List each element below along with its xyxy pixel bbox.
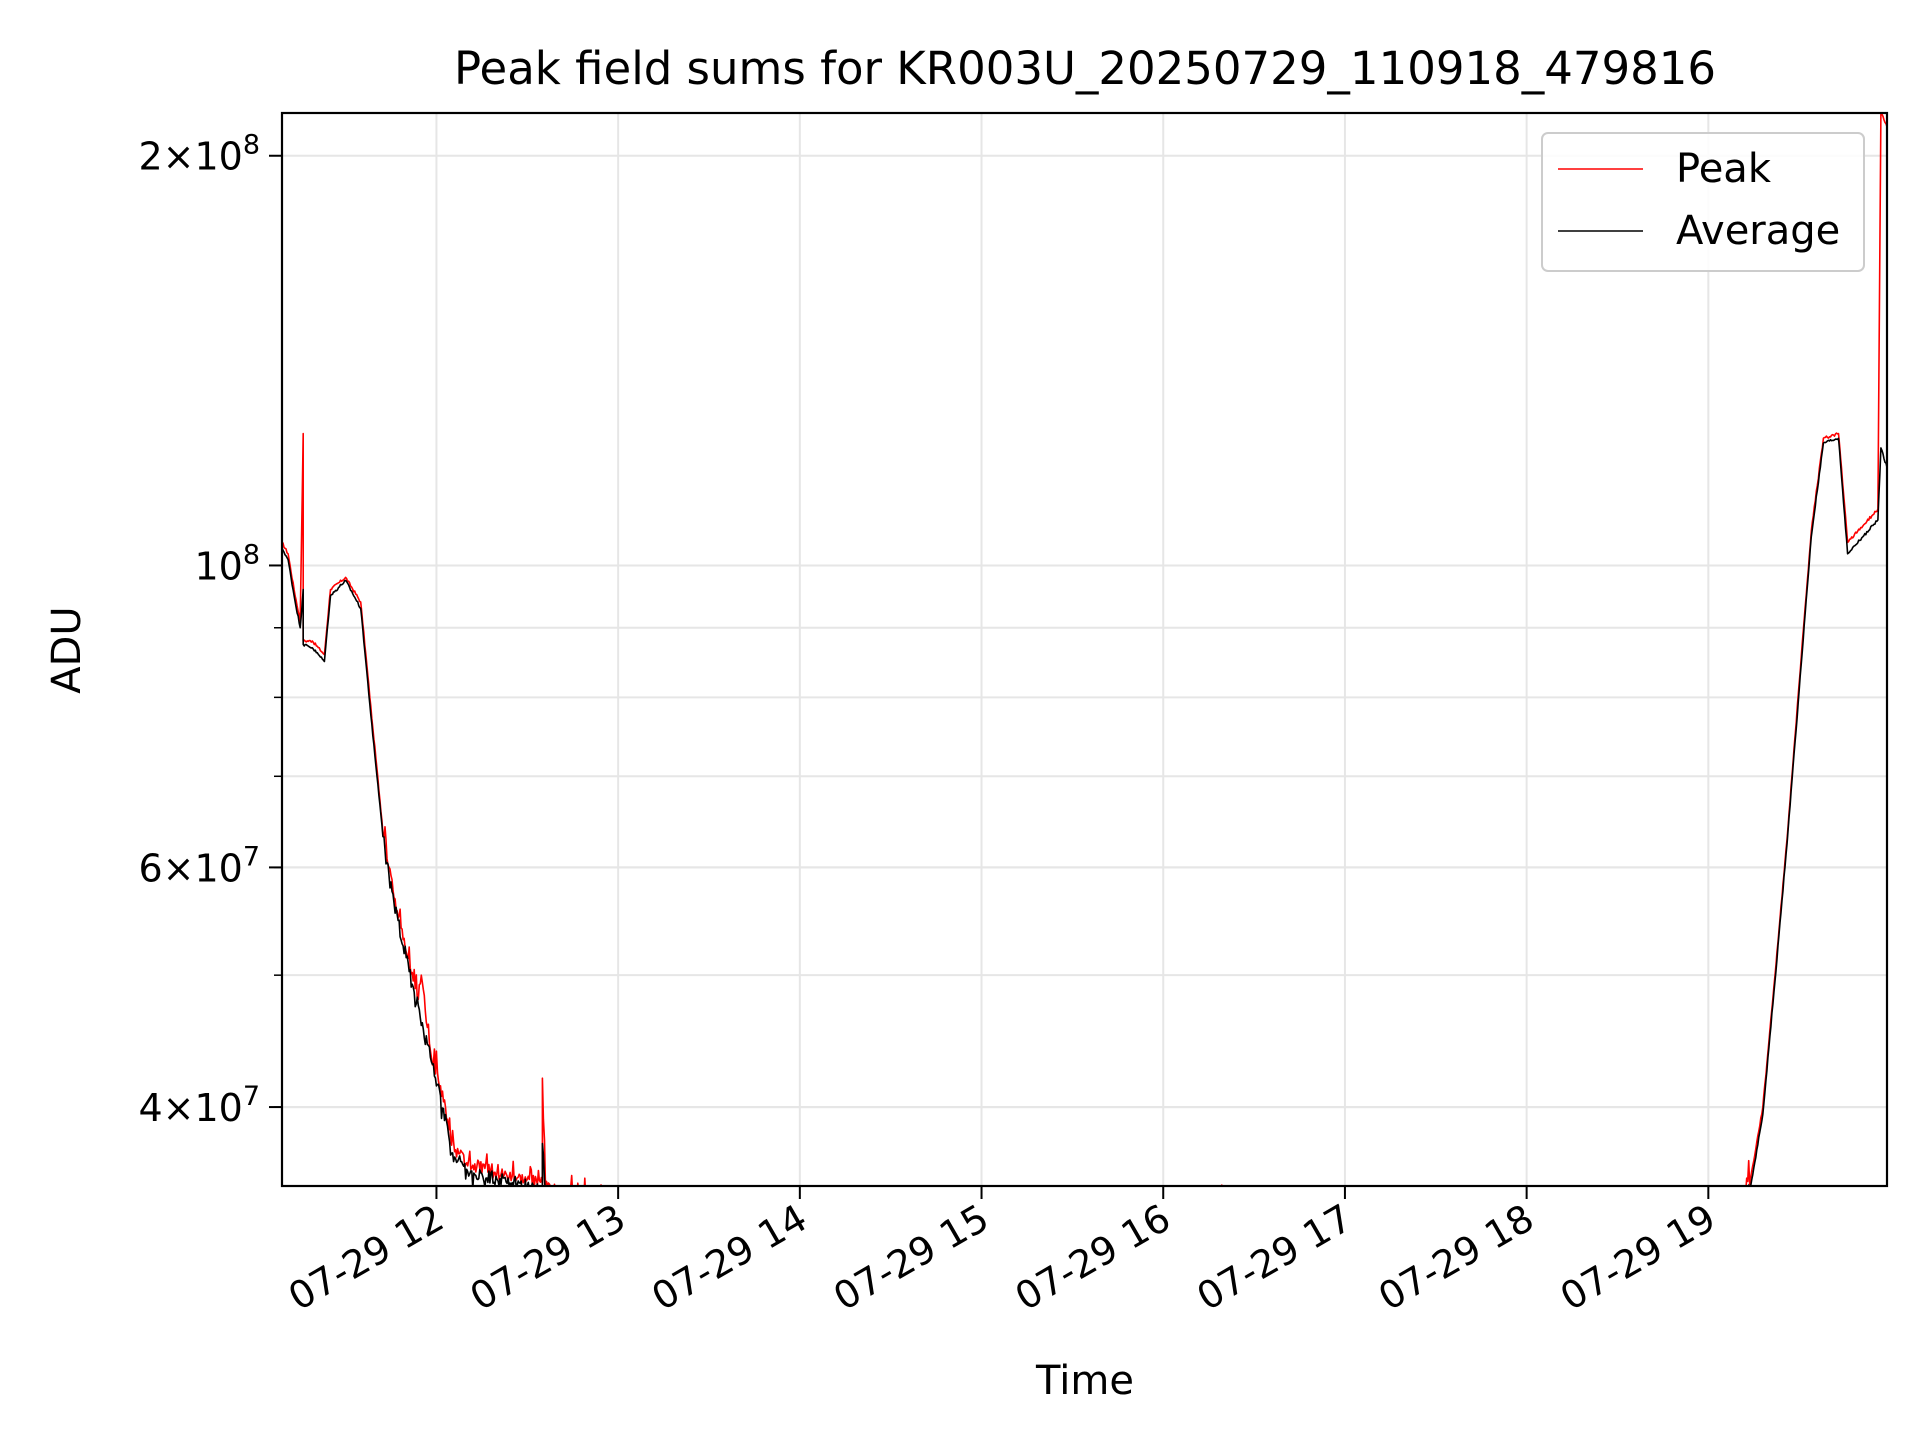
legend-box <box>1541 132 1865 272</box>
y-tick-label: 2×108 <box>138 130 260 179</box>
legend-peak-label: Peak <box>1676 146 1772 192</box>
y-tick-label: 6×107 <box>138 841 260 890</box>
x-axis-label: Time <box>1035 1358 1134 1404</box>
plot-frame <box>280 111 1889 1188</box>
legend-average-label: Average <box>1676 208 1840 254</box>
y-tick-label: 108 <box>194 539 260 588</box>
chart-title: Peak field sums for KR003U_20250729_1109… <box>454 42 1716 95</box>
y-tick-label: 4×107 <box>138 1081 260 1130</box>
legend: Peak Average <box>1541 132 1865 272</box>
y-axis-label: ADU <box>44 606 90 693</box>
